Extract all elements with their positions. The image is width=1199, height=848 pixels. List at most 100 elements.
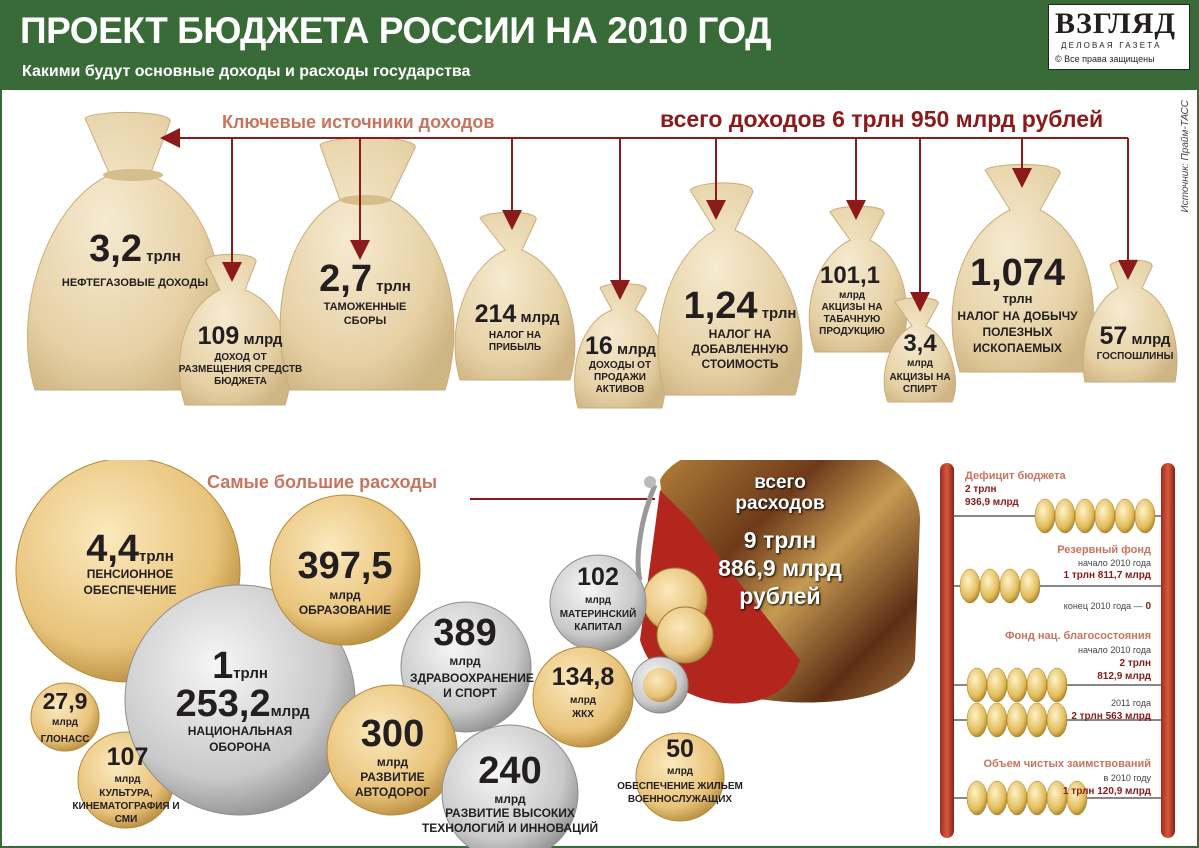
bag-value-duties: 57 млрд — [1099, 322, 1171, 350]
bag-value-vat: 1,24 трлн — [683, 285, 797, 327]
borrowing-value: 1 трлн 120,9 млрд — [1062, 786, 1151, 797]
total-expenses-trillions: 9 трлн — [743, 527, 817, 553]
income-graphics — [27, 111, 1178, 409]
coin-value-housing: 134,8 — [551, 663, 615, 691]
coin-value-defense-2: 253,2млрд — [175, 683, 310, 725]
coin-education — [269, 494, 421, 646]
coin-value-maternity: 102 — [577, 563, 619, 591]
bag-value-assets: 16 млрд — [585, 332, 656, 360]
coin-label-pension: ПЕНСИОННОЕ ОБЕСПЕЧЕНИЕ — [83, 567, 177, 597]
money-bag-icon — [279, 137, 455, 391]
deficit-value-1: 2 трлн — [965, 484, 997, 495]
coin-value-hitech: 240 — [478, 750, 542, 792]
total-expenses-word2: расходов — [735, 493, 825, 514]
bag-unit-tobacco: млрд — [839, 290, 865, 301]
total-expenses-word1: всего — [754, 472, 806, 493]
reserve-title: Резервный фонд — [1057, 544, 1151, 556]
bag-unit-alcohol: млрд — [907, 358, 933, 369]
copyright-text: © Все права защищены — [1055, 54, 1155, 64]
reserve-start-label: начало 2010 года — [1077, 558, 1151, 568]
coin-label-housing: ЖКХ — [572, 709, 594, 720]
bag-label-customs: ТАМОЖЕННЫЕ СБОРЫ — [323, 301, 407, 327]
coin-unit-glonass: млрд — [52, 717, 78, 728]
coin-unit-roads: млрд — [376, 755, 409, 769]
bag-value-tobacco: 101,1 — [819, 262, 881, 289]
coin-housing — [532, 646, 634, 748]
coin-value-health: 389 — [433, 612, 497, 654]
coin-glonass — [30, 682, 100, 752]
coin-label-glonass: ГЛОНАСС — [40, 734, 90, 745]
deficit-value-2: 936,9 млрд — [965, 497, 1019, 508]
bag-label-mining: НАЛОГ НА ДОБЫЧУ ПОЛЕЗНЫХ ИСКОПАЕМЫХ — [957, 309, 1078, 355]
vzglyad-logo[interactable]: ВЗГЛЯД ДЕЛОВАЯ ГАЗЕТА © Все права защище… — [1048, 4, 1190, 70]
coin-unit-education: млрд — [329, 588, 361, 602]
coin-unit-culture: млрд — [114, 774, 141, 785]
coin-unit-maternity: млрд — [585, 595, 611, 606]
bag-label-alcohol: АКЦИЗЫ НА СПИРТ — [889, 372, 951, 395]
bag-label-profit-tax: НАЛОГ НА ПРИБЫЛЬ — [488, 330, 542, 353]
coin-label-health: ЗДРАВООХРАНЕНИЕ И СПОРТ — [410, 671, 534, 700]
coin-unit-housing: млрд — [570, 695, 596, 706]
bag-value-investment: 109 млрд — [197, 322, 283, 350]
bag-value-customs: 2,7 трлн — [319, 258, 411, 300]
bag-label-assets: ДОХОДЫ ОТ ПРОДАЖИ АКТИВОВ — [588, 360, 652, 395]
coin-label-education: ОБРАЗОВАНИЕ — [298, 603, 392, 617]
bag-label-duties: ГОСПОШЛИНЫ — [1096, 351, 1174, 362]
page-subtitle: Какими будут основные доходы и расходы г… — [22, 63, 471, 80]
euro-coins-icon — [631, 567, 714, 714]
welfare-title: Фонд нац. благосостояния — [1005, 630, 1151, 642]
logo-name: ВЗГЛЯД — [1055, 7, 1177, 40]
bag-label-tobacco: АКЦИЗЫ НА ТАБАЧНУЮ ПРОДУКЦИЮ — [819, 302, 885, 337]
reserve-start-value: 1 трлн 811,7 млрд — [1063, 570, 1151, 581]
coin-label-culture: КУЛЬТУРА, КИНЕМАТОГРАФИЯ И СМИ — [72, 788, 180, 825]
welfare-start-label: начало 2010 года — [1077, 645, 1151, 655]
borrowing-year-label: в 2010 году — [1103, 773, 1151, 783]
coin-military-housing — [635, 732, 725, 822]
coin-value-roads: 300 — [360, 713, 425, 755]
deficit-title: Дефицит бюджета — [965, 470, 1066, 482]
coin-value-defense-1: 1трлн — [212, 645, 268, 687]
borrowing-title: Объем чистых заимствований — [983, 758, 1151, 770]
money-bag-icon — [454, 211, 576, 381]
coin-unit-military-housing: млрд — [667, 766, 693, 777]
total-expenses-rubles: рублей — [739, 583, 821, 609]
welfare-start-value-1: 2 трлн — [1119, 658, 1152, 669]
coin-label-maternity: МАТЕРИНСКИЙ КАПИТАЛ — [559, 609, 637, 633]
money-bag-icon — [951, 163, 1095, 373]
coin-label-military-housing: ОБЕСПЕЧЕНИЕ ЖИЛЬЕМ ВОЕННОСЛУЖАЩИХ — [617, 781, 743, 805]
bag-value-profit-tax: 214 млрд — [474, 300, 560, 328]
bag-value-mining: 1,074 — [969, 252, 1066, 294]
coin-label-roads: РАЗВИТИЕ АВТОДОРОГ — [355, 770, 430, 799]
reserve-end: конец 2010 года — 0 — [1063, 601, 1151, 612]
page-title: ПРОЕКТ БЮДЖЕТА РОССИИ НА 2010 ГОД — [20, 10, 772, 51]
coin-value-military-housing: 50 — [666, 735, 694, 763]
bag-label-vat: НАЛОГ НА ДОБАВЛЕННУЮ СТОИМОСТЬ — [691, 327, 789, 371]
money-bag-icon — [1082, 259, 1178, 383]
coin-label-hitech: РАЗВИТИЕ ВЫСОКИХ ТЕХНОЛОГИЙ И ИННОВАЦИЙ — [421, 806, 599, 835]
total-income: всего доходов 6 трлн 950 млрд рублей — [660, 106, 1104, 132]
logo-tagline: ДЕЛОВАЯ ГАЗЕТА — [1061, 41, 1162, 50]
bag-unit-mining: трлн — [1002, 291, 1033, 306]
coin-unit-health: млрд — [449, 654, 481, 668]
welfare-2011-value: 2 трлн 563 млрд — [1071, 711, 1151, 722]
expenses-graphics — [15, 460, 920, 848]
welfare-start-value-2: 812,9 млрд — [1097, 671, 1151, 682]
money-bag-icon — [657, 182, 803, 396]
abacus-graphic — [940, 463, 1175, 838]
coin-label-defense: НАЦИОНАЛЬНАЯ ОБОРОНА — [187, 724, 293, 754]
coin-unit-hitech: млрд — [494, 792, 526, 806]
coin-hitech — [441, 724, 579, 848]
coin-value-culture: 107 — [106, 743, 149, 771]
income-section-title: Ключевые источники доходов — [222, 112, 495, 132]
welfare-2011-label: 2011 года — [1110, 698, 1151, 708]
bag-label-investment: ДОХОД ОТ РАЗМЕЩЕНИЯ СРЕДСТВ БЮДЖЕТА — [178, 352, 303, 387]
expenses-section-title: Самые большие расходы — [207, 472, 438, 492]
coin-value-education: 397,5 — [297, 545, 393, 587]
coin-value-pension: 4,4трлн — [86, 528, 174, 570]
header-bar: ПРОЕКТ БЮДЖЕТА РОССИИ НА 2010 ГОД Какими… — [0, 0, 1199, 90]
bag-label-oil-gas: НЕФТЕГАЗОВЫЕ ДОХОДЫ — [61, 277, 209, 289]
total-expenses-billions: 886,9 млрд — [718, 555, 842, 581]
bag-value-alcohol: 3,4 — [903, 330, 937, 357]
bag-value-oil-gas: 3,2 трлн — [89, 228, 181, 270]
coin-value-glonass: 27,9 — [42, 688, 88, 714]
